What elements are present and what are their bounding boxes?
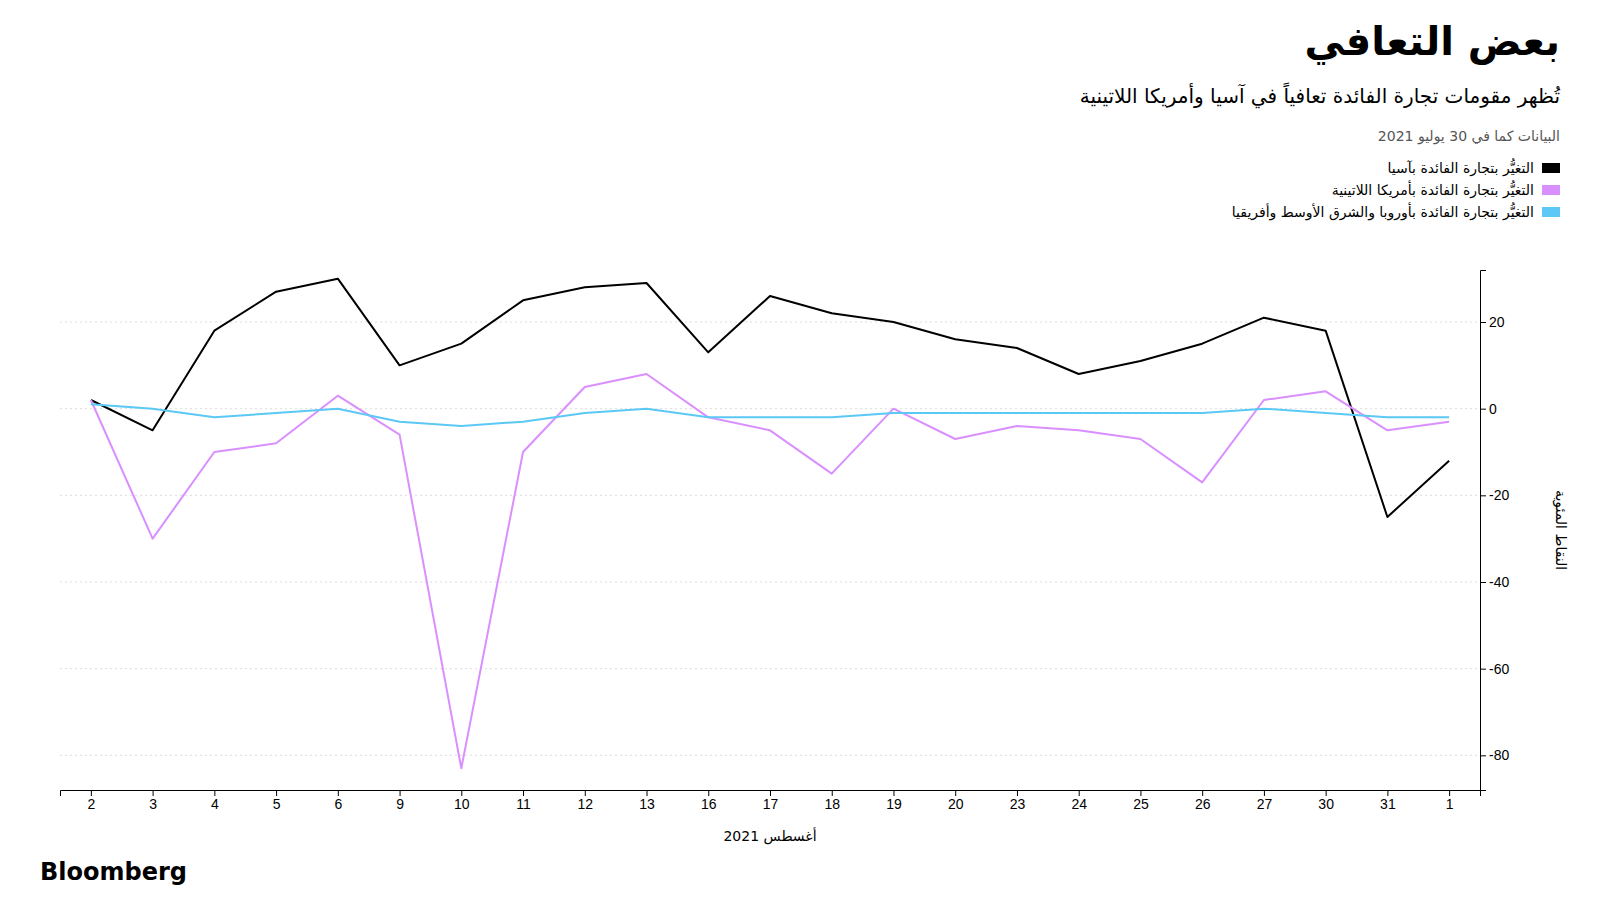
x-tick: 27 (1257, 790, 1273, 812)
series-line (91, 404, 1449, 426)
legend-item: التغيُّر بتجارة الفائدة بأمريكا اللاتيني… (1332, 182, 1560, 198)
tick-label: 30 (1318, 796, 1334, 812)
x-tick: 2 (87, 790, 95, 812)
legend-swatch (1542, 163, 1560, 173)
x-tick: 26 (1195, 790, 1211, 812)
tick-label: 11 (516, 796, 531, 812)
tick-mark (1480, 755, 1486, 756)
x-tick: 3 (149, 790, 157, 812)
tick-label: 2 (87, 796, 95, 812)
tick-label: 5 (273, 796, 281, 812)
x-tick: 19 (886, 790, 902, 812)
x-tick: 20 (948, 790, 964, 812)
grid-line (60, 755, 1480, 756)
x-tick: 25 (1133, 790, 1149, 812)
legend: التغيُّر بتجارة الفائدة بآسيا التغيُّر بت… (1232, 160, 1560, 220)
x-tick: 9 (396, 790, 404, 812)
x-tick: 1 (1446, 790, 1454, 812)
tick-label: 23 (1010, 796, 1026, 812)
grid-line (60, 582, 1480, 583)
tick-label: 17 (763, 796, 779, 812)
chart-svg: 234569101112131617181920232425262730311-… (0, 0, 1600, 900)
y-tick: 0 (1480, 401, 1497, 417)
tick-label: 4 (211, 796, 219, 812)
tick-label: 19 (886, 796, 902, 812)
y-tick: 20 (1480, 314, 1505, 330)
tick-label: -20 (1489, 487, 1509, 503)
x-tick: 11 (516, 790, 531, 812)
lines (91, 279, 1449, 769)
y-tick: -20 (1480, 487, 1509, 503)
x-tick: 23 (1010, 790, 1026, 812)
series-line (91, 279, 1449, 517)
tick-label: 27 (1257, 796, 1273, 812)
subtitle: تُظهر مقومات تجارة الفائدة تعافياً في آس… (1080, 84, 1560, 108)
x-tick: 6 (334, 790, 342, 812)
tick-label: 20 (948, 796, 964, 812)
x-tick: 4 (211, 790, 219, 812)
x-tick: 24 (1071, 790, 1087, 812)
x-tick: 30 (1318, 790, 1334, 812)
axis-domain (1481, 271, 1487, 791)
tick-label: 6 (334, 796, 342, 812)
y-axis: -80 -60 -40 -20 0 20 (1480, 271, 1509, 791)
x-tick: 13 (639, 790, 655, 812)
title: بعض التعافي (1305, 18, 1560, 64)
tick-label: 12 (577, 796, 593, 812)
data-note: البيانات كما في 30 يوليو 2021 (1378, 128, 1560, 144)
tick-label: -60 (1489, 661, 1509, 677)
y-tick: -80 (1480, 747, 1509, 763)
tick-mark (1480, 409, 1486, 410)
series-line (91, 374, 1449, 768)
legend-item: التغيُّر بتجارة الفائدة بأوروبا والشرق ا… (1232, 204, 1560, 220)
tick-label: 13 (639, 796, 655, 812)
tick-label: 18 (824, 796, 840, 812)
x-axis: 234569101112131617181920232425262730311 (61, 790, 1481, 812)
legend-item: التغيُّر بتجارة الفائدة بآسيا (1388, 160, 1560, 176)
x-tick: 17 (763, 790, 779, 812)
tick-label: -40 (1489, 574, 1509, 590)
grid-line (60, 495, 1480, 496)
tick-mark (1480, 322, 1486, 323)
tick-label: 1 (1446, 796, 1454, 812)
tick-label: 31 (1380, 796, 1396, 812)
tick-label: 3 (149, 796, 157, 812)
legend-label: التغيُّر بتجارة الفائدة بأوروبا والشرق ا… (1232, 204, 1534, 220)
x-tick: 16 (701, 790, 717, 812)
x-axis-title: أغسطس 2021 (60, 828, 1480, 844)
tick-label: 9 (396, 796, 404, 812)
tick-label: 26 (1195, 796, 1211, 812)
tick-label: 20 (1489, 314, 1505, 330)
x-tick: 12 (577, 790, 593, 812)
legend-swatch (1542, 207, 1560, 217)
x-tick: 18 (824, 790, 840, 812)
tick-label: 10 (454, 796, 470, 812)
y-axis-title: النقاط المئوية (1552, 490, 1569, 570)
chart-root: بعض التعافي تُظهر مقومات تجارة الفائدة تع… (0, 0, 1600, 900)
legend-label: التغيُّر بتجارة الفائدة بآسيا (1388, 160, 1534, 176)
tick-label: 0 (1489, 401, 1497, 417)
tick-label: -80 (1489, 747, 1509, 763)
tick-mark (1480, 582, 1486, 583)
tick-label: 24 (1071, 796, 1087, 812)
branding: Bloomberg (40, 858, 187, 886)
y-tick: -40 (1480, 574, 1509, 590)
tick-label: 16 (701, 796, 717, 812)
tick-mark (1480, 495, 1486, 496)
x-tick: 10 (454, 790, 470, 812)
grid-line (60, 322, 1480, 323)
legend-swatch (1542, 185, 1560, 195)
legend-label: التغيُّر بتجارة الفائدة بأمريكا اللاتيني… (1332, 182, 1534, 198)
grid (60, 322, 1480, 755)
tick-mark (1480, 669, 1486, 670)
tick-label: 25 (1133, 796, 1149, 812)
y-tick: -60 (1480, 661, 1509, 677)
x-tick: 31 (1380, 790, 1396, 812)
x-tick: 5 (273, 790, 281, 812)
grid-line (60, 668, 1480, 669)
